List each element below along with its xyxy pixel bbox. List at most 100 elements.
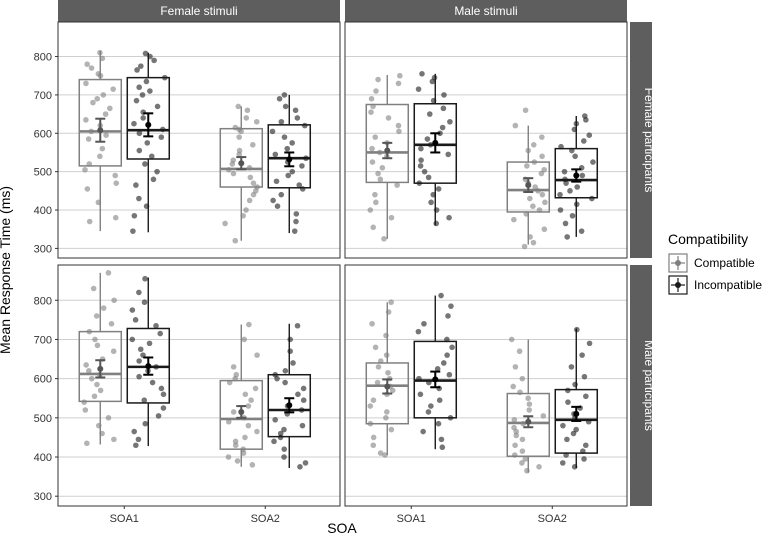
data-point (511, 416, 518, 423)
data-point (232, 237, 239, 244)
data-point (538, 170, 545, 177)
data-point (131, 212, 138, 219)
data-point (278, 191, 285, 198)
data-point (425, 409, 432, 415)
data-point (583, 393, 589, 400)
data-point (243, 207, 249, 213)
data-point (158, 385, 165, 392)
data-point (435, 186, 442, 192)
data-point (287, 348, 293, 355)
data-point (234, 458, 241, 464)
data-point (417, 391, 424, 398)
data-point (590, 159, 596, 165)
data-point (91, 393, 98, 400)
data-point (439, 124, 446, 131)
data-point (519, 375, 526, 382)
data-point (586, 132, 593, 139)
data-point (130, 228, 136, 234)
data-point (285, 172, 292, 179)
data-point (439, 444, 446, 451)
box-iqr (554, 388, 599, 454)
data-point (444, 352, 450, 358)
data-point (142, 50, 149, 57)
data-point (572, 381, 578, 388)
data-point (372, 134, 379, 140)
data-point (385, 369, 391, 376)
data-point (245, 422, 252, 429)
data-point (141, 299, 148, 306)
data-point (418, 157, 424, 163)
column-strip-label: Male stimuli (454, 4, 517, 18)
data-point (148, 153, 155, 160)
data-point (369, 145, 375, 152)
data-point (424, 136, 431, 142)
data-point (92, 336, 98, 343)
data-point (296, 182, 303, 188)
data-point (83, 80, 89, 87)
data-point (284, 145, 291, 152)
data-point (521, 243, 528, 250)
data-point (278, 118, 285, 125)
data-point (277, 430, 284, 437)
data-point (238, 128, 244, 135)
data-point (512, 122, 519, 129)
data-point (112, 172, 119, 179)
legend: Compatibility Compatible Incompatible (668, 231, 762, 295)
data-point (139, 92, 146, 98)
data-point (249, 462, 256, 468)
data-point (513, 428, 519, 435)
data-point (367, 403, 374, 409)
data-point (372, 191, 378, 198)
data-point (395, 122, 402, 129)
data-point (230, 364, 237, 370)
data-point (530, 203, 536, 209)
data-point (382, 452, 388, 458)
data-point (132, 317, 139, 323)
data-point (282, 379, 288, 386)
data-point (519, 448, 526, 454)
y-tick-label: 800 (34, 295, 52, 307)
data-point (273, 178, 280, 185)
data-point (82, 166, 88, 173)
data-point (147, 88, 153, 94)
data-point (157, 330, 164, 337)
data-point (367, 207, 374, 213)
column-strip (345, 0, 627, 22)
data-point (131, 120, 137, 127)
data-point (86, 368, 92, 374)
data-point (246, 197, 253, 204)
data-point (149, 379, 156, 386)
data-point (240, 450, 247, 456)
box-iqr (506, 392, 551, 457)
data-point (525, 395, 531, 402)
row-strip (630, 265, 652, 506)
data-point (151, 57, 157, 64)
data-point (420, 428, 426, 435)
data-point (84, 61, 90, 68)
data-point (93, 313, 100, 319)
data-point (143, 78, 150, 85)
data-point (281, 446, 288, 452)
data-point (570, 430, 577, 437)
y-tick-label: 400 (34, 205, 52, 217)
data-point (81, 399, 88, 405)
data-point (557, 207, 564, 213)
data-point (135, 436, 142, 443)
data-point (136, 147, 143, 154)
mean-point (238, 408, 245, 415)
data-point (86, 218, 93, 225)
data-point (105, 270, 112, 276)
panel-background (58, 22, 340, 258)
data-point (254, 428, 260, 435)
y-tick-label: 300 (34, 243, 52, 255)
data-point (418, 145, 424, 152)
panel-border (57, 21, 341, 259)
data-point (294, 322, 301, 329)
data-point (140, 115, 146, 121)
data-point (377, 450, 384, 456)
data-point (270, 197, 276, 204)
data-point (293, 218, 299, 225)
data-point (370, 397, 377, 403)
panel-background (58, 265, 340, 506)
data-point (236, 134, 242, 140)
